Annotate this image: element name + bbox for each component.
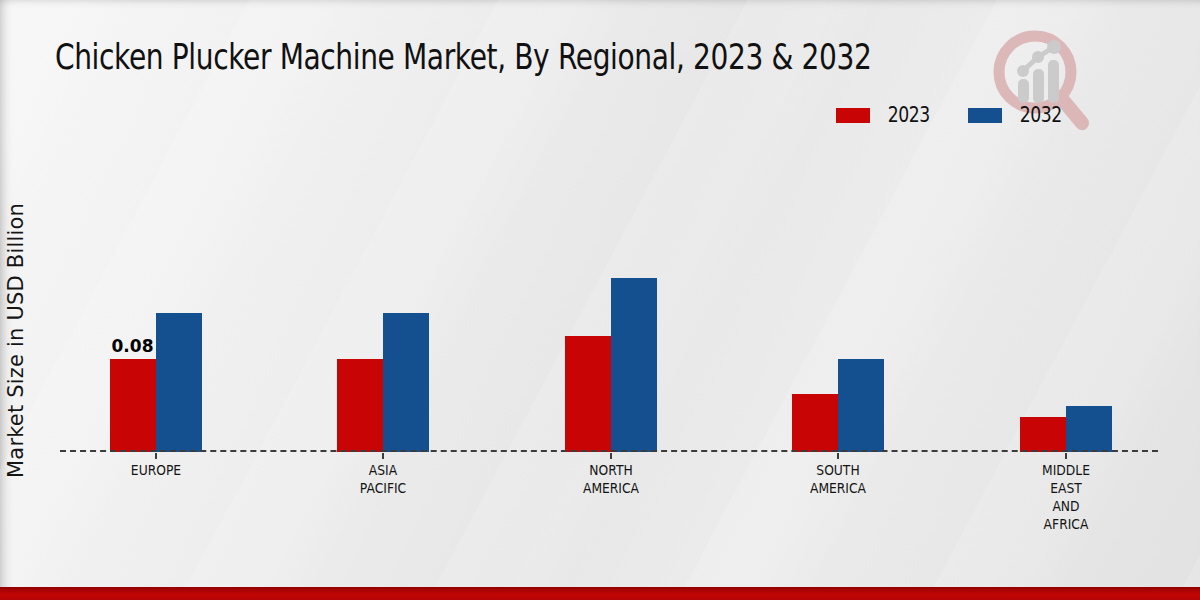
- legend-item-2032: 2032: [968, 103, 1066, 127]
- chart-canvas: Chicken Plucker Machine Market, By Regio…: [0, 0, 1200, 600]
- x-axis-tick-1: [382, 453, 384, 459]
- x-axis-tick-2: [610, 453, 612, 459]
- x-axis-label-2: NORTH AMERICA: [560, 461, 662, 497]
- bar-2032-region-2: [611, 278, 657, 452]
- plot-area: EUROPE ASIA PACIFIC NORTH AMERICA SOUTH AME…: [0, 0, 1200, 600]
- legend-label-2032: 2032: [1020, 103, 1062, 127]
- x-axis-label-4: MIDDLE EAST AND AFRICA: [1015, 461, 1117, 533]
- bar-2023-region-3: [792, 394, 838, 452]
- x-axis-baseline: [60, 450, 1158, 452]
- y-axis-title: Market Size in USD Billion: [4, 168, 28, 513]
- bottom-accent-band: [0, 587, 1200, 600]
- bar-2032-region-4: [1066, 406, 1112, 452]
- x-axis-label-0: EUROPE: [105, 461, 207, 479]
- bar-2023-region-2: [565, 336, 611, 452]
- legend-swatch-2023: [836, 108, 870, 123]
- bar-2023-region-1: [337, 359, 383, 452]
- legend: 2023 2032: [836, 103, 1067, 127]
- x-axis-label-3: SOUTH AMERICA: [787, 461, 889, 497]
- bar-value-label: 0.08: [93, 336, 173, 356]
- bar-2032-region-3: [838, 359, 884, 452]
- legend-item-2023: 2023: [836, 103, 934, 127]
- x-axis-label-1: ASIA PACIFIC: [332, 461, 434, 497]
- legend-label-2023: 2023: [888, 103, 930, 127]
- bar-2032-region-0: [156, 313, 202, 452]
- bar-2023-region-4: [1020, 417, 1066, 452]
- x-axis-tick-0: [155, 453, 157, 459]
- chart-title: Chicken Plucker Machine Market, By Regio…: [55, 36, 871, 77]
- bar-2023-region-0: [110, 359, 156, 452]
- x-axis-tick-4: [1065, 453, 1067, 459]
- x-axis-tick-3: [837, 453, 839, 459]
- legend-swatch-2032: [968, 108, 1002, 123]
- bar-2032-region-1: [383, 313, 429, 452]
